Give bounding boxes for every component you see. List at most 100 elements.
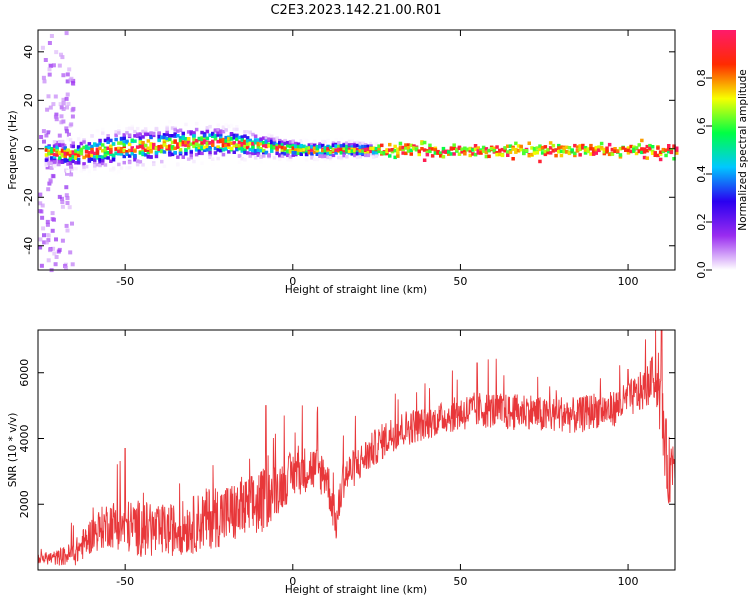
heatmap-cell (192, 131, 196, 135)
heatmap-cell (66, 152, 70, 156)
heatmap-cell (109, 168, 113, 172)
heatmap-cell (350, 149, 354, 153)
heatmap-cell (68, 136, 73, 140)
heatmap-cell (133, 158, 137, 162)
heatmap-cell (141, 129, 145, 134)
heatmap-cell (441, 146, 446, 151)
heatmap-cell (56, 162, 61, 167)
heatmap-cell (573, 153, 577, 158)
heatmap-cell (385, 151, 389, 156)
heatmap-cell (138, 132, 143, 136)
heatmap-cell (278, 153, 282, 157)
heatmap-cell (235, 143, 239, 147)
heatmap-cell (109, 159, 113, 163)
heatmap-cell (40, 215, 45, 220)
heatmap-cell (514, 150, 518, 154)
heatmap-cell (127, 142, 132, 147)
heatmap-cell (640, 147, 644, 151)
heatmap-cell (514, 141, 518, 146)
heatmap-cell (64, 223, 69, 228)
heatmap-cell (50, 161, 54, 165)
heatmap-cell (253, 149, 258, 154)
heatmap-cell (452, 152, 456, 156)
heatmap-cell (65, 228, 70, 233)
heatmap-cell (219, 139, 223, 144)
heatmap-cell (476, 146, 480, 150)
heatmap-cell (146, 154, 151, 159)
heatmap-cell (160, 159, 164, 164)
heatmap-cell (181, 136, 185, 140)
heatmap-cell (304, 158, 309, 162)
heatmap-cell (345, 144, 349, 149)
heatmap-cell (205, 136, 210, 141)
heatmap-cell (82, 167, 86, 172)
heatmap-cell (219, 132, 223, 137)
heatmap-cell (117, 131, 121, 135)
heatmap-cell (312, 157, 317, 162)
heatmap-cell (232, 133, 236, 138)
spectrum-x-tick-label: -50 (116, 275, 134, 288)
heatmap-cell (302, 147, 306, 152)
heatmap-cell (41, 75, 46, 80)
heatmap-cell (79, 133, 84, 138)
heatmap-cell (296, 151, 301, 155)
heatmap-cell (629, 149, 633, 154)
heatmap-cell (578, 147, 582, 151)
heatmap-cell (76, 145, 81, 149)
heatmap-cell (506, 153, 510, 157)
heatmap-cell (447, 152, 451, 156)
heatmap-cell (237, 154, 242, 158)
heatmap-cell (607, 142, 612, 147)
heatmap-cell (197, 151, 202, 155)
heatmap-cell (65, 201, 70, 205)
heatmap-cell (616, 149, 620, 153)
heatmap-cell (106, 156, 110, 160)
heatmap-cell (353, 158, 357, 163)
heatmap-cell (103, 155, 108, 160)
heatmap-cell (61, 73, 66, 78)
heatmap-cell (605, 146, 609, 150)
heatmap-cell (93, 142, 97, 146)
heatmap-cell (69, 76, 74, 81)
heatmap-cell (194, 121, 199, 126)
heatmap-cell (371, 150, 376, 155)
heatmap-cell (390, 148, 395, 152)
heatmap-cell (189, 150, 193, 155)
heatmap-cell (326, 144, 330, 149)
heatmap-cell (581, 146, 585, 150)
heatmap-cell (607, 152, 612, 157)
heatmap-cell (114, 171, 118, 175)
heatmap-cell (42, 139, 46, 144)
heatmap-cell (53, 262, 58, 267)
heatmap-cell (211, 162, 215, 167)
heatmap-cell (224, 123, 228, 127)
heatmap-cell (216, 145, 220, 149)
heatmap-cell (275, 144, 279, 148)
colorbar-gradient (712, 30, 736, 270)
heatmap-cell (618, 146, 623, 151)
heatmap-cell (87, 146, 92, 150)
heatmap-cell (286, 157, 290, 162)
heatmap-cell (186, 130, 191, 134)
heatmap-cell (315, 152, 320, 156)
spectrum-y-tick-label: 0 (22, 145, 35, 152)
heatmap-cell (103, 138, 108, 143)
heatmap-cell (355, 143, 360, 148)
heatmap-cell (613, 147, 617, 151)
heatmap-cell (323, 139, 328, 144)
heatmap-cell (245, 136, 250, 140)
heatmap-cell (251, 132, 255, 137)
heatmap-cell (160, 135, 164, 139)
heatmap-cell (275, 147, 279, 152)
heatmap-cell (178, 140, 183, 144)
heatmap-cell (326, 138, 330, 143)
heatmap-cell (60, 196, 64, 201)
heatmap-cell (380, 150, 384, 155)
heatmap-cell (672, 144, 676, 148)
heatmap-cell (253, 138, 258, 142)
heatmap-cell (87, 169, 92, 174)
heatmap-cell (658, 152, 663, 156)
heatmap-cell (262, 151, 266, 155)
heatmap-cell (186, 140, 191, 145)
heatmap-cell (650, 151, 655, 155)
